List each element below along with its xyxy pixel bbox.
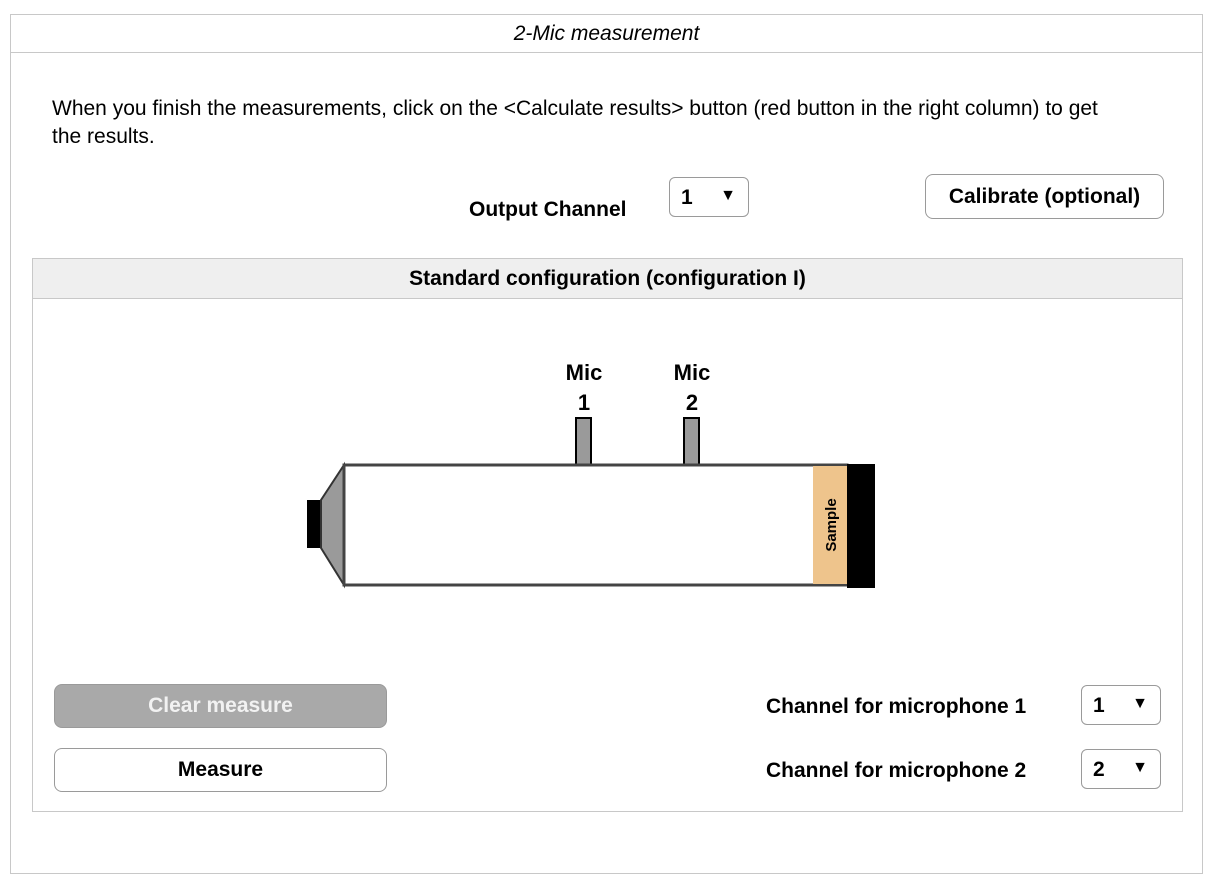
mic2-channel-label: Channel for microphone 2 xyxy=(766,759,1027,782)
output-channel-label: Output Channel xyxy=(469,198,627,221)
configuration-panel: Standard configuration (configuration I)… xyxy=(32,258,1183,812)
mic1-label-line2: 1 xyxy=(578,390,590,415)
clear-measure-button[interactable]: Clear measure xyxy=(54,684,387,728)
mic1-channel-label: Channel for microphone 1 xyxy=(766,695,1027,718)
sample-icon xyxy=(813,466,847,584)
tube-icon xyxy=(342,463,849,587)
two-mic-panel: 2-Mic measurement When you finish the me… xyxy=(10,14,1203,874)
impedance-tube-diagram: Mic 1 Mic 2 Sample xyxy=(307,360,875,589)
mic2-channel-select[interactable]: 2 ▼ xyxy=(1081,749,1161,789)
speaker-magnet-icon xyxy=(307,500,321,548)
sample-label: Sample xyxy=(823,498,840,551)
backing-plate-icon xyxy=(847,464,875,588)
panel-title: 2-Mic measurement xyxy=(11,15,1202,53)
mic2-channel-value: 2 xyxy=(1093,758,1105,781)
chevron-down-icon: ▼ xyxy=(1132,695,1148,712)
speaker-cone-icon xyxy=(320,461,345,589)
mic1-channel-select[interactable]: 1 ▼ xyxy=(1081,685,1161,725)
instructions-text: When you finish the measurements, click … xyxy=(52,97,1098,148)
output-channel-select[interactable]: 1 ▼ xyxy=(669,177,749,217)
calibrate-button[interactable]: Calibrate (optional) xyxy=(925,174,1164,219)
mic2-icon xyxy=(683,417,700,466)
mic2-label-line2: 2 xyxy=(686,390,698,415)
mic2-label-line1: Mic xyxy=(674,360,711,385)
chevron-down-icon: ▼ xyxy=(720,187,736,204)
output-channel-value: 1 xyxy=(681,186,693,209)
mic1-label-line1: Mic xyxy=(566,360,603,385)
configuration-title: Standard configuration (configuration I) xyxy=(33,259,1182,299)
mic1-icon xyxy=(575,417,592,466)
chevron-down-icon: ▼ xyxy=(1132,759,1148,776)
measure-button[interactable]: Measure xyxy=(54,748,387,792)
mic1-channel-value: 1 xyxy=(1093,694,1105,717)
